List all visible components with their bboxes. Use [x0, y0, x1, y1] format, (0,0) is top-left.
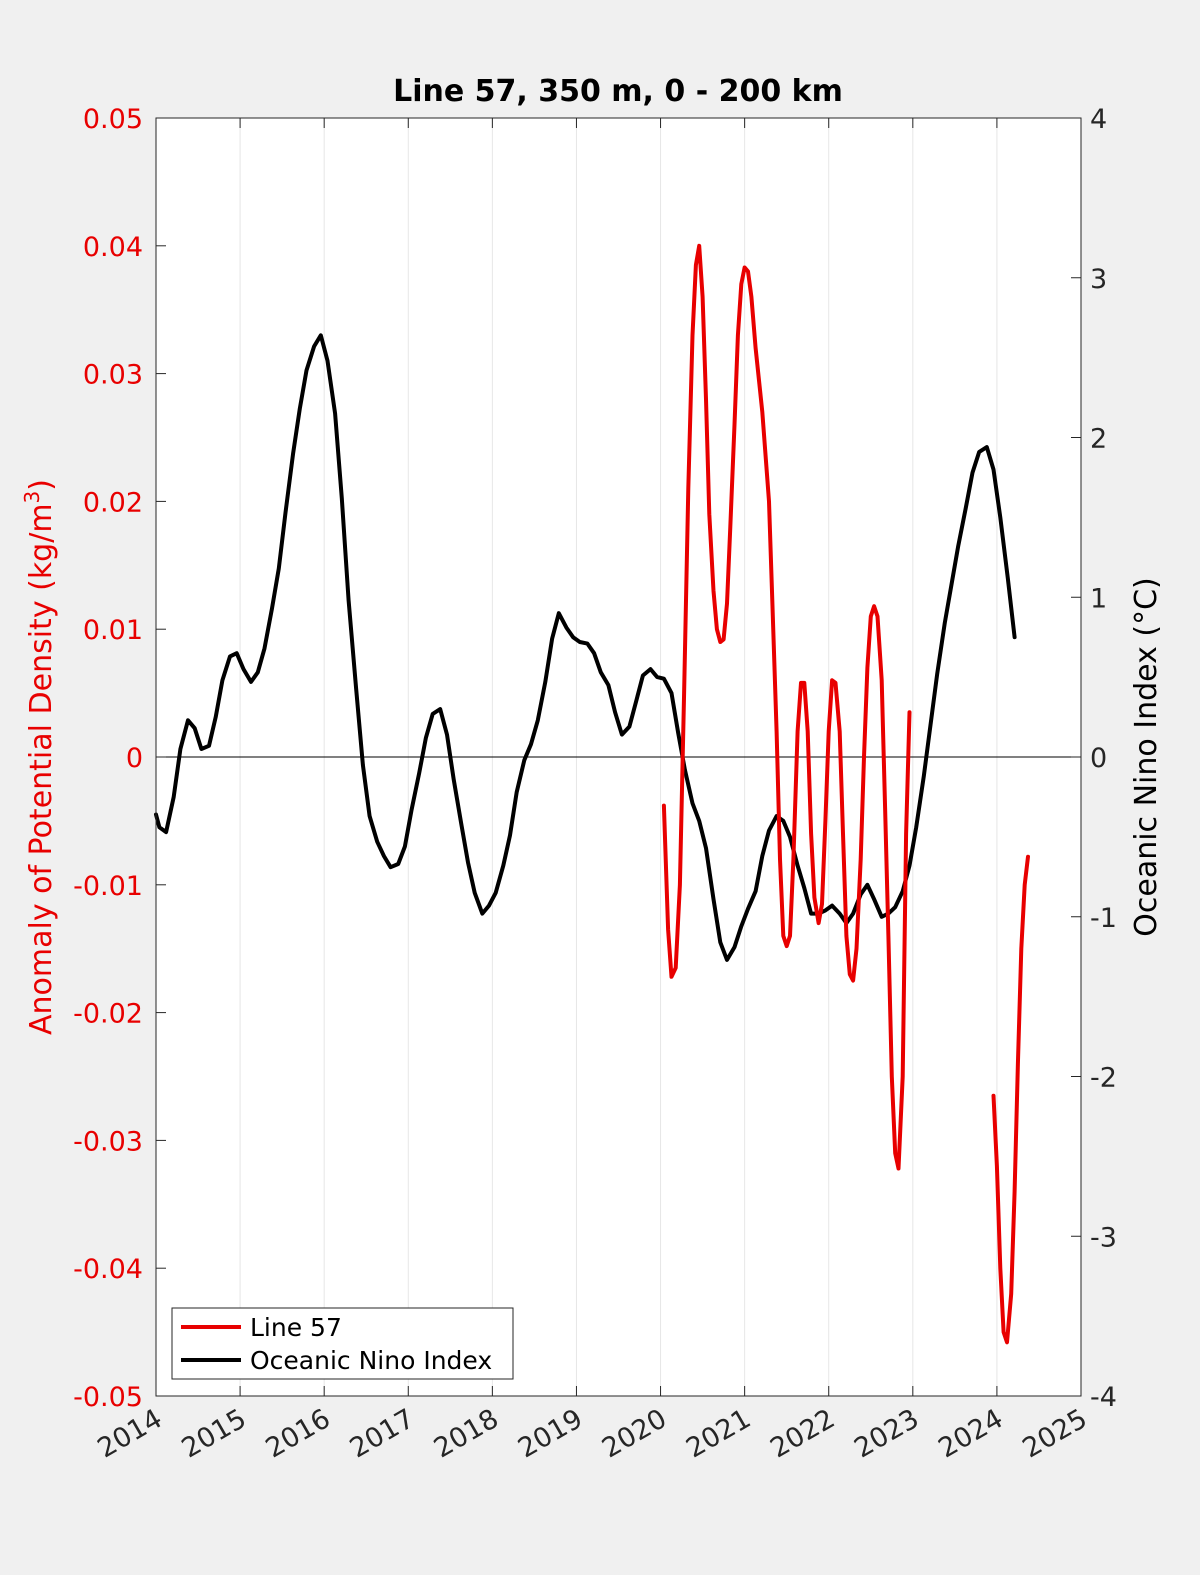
right-tick-label-1: 1	[1090, 583, 1107, 614]
right-tick-label-2: 2	[1090, 424, 1107, 455]
right-tick-label--3: -3	[1090, 1222, 1117, 1253]
left-tick-label--0.03: -0.03	[73, 1126, 143, 1157]
left-tick-label--0.02: -0.02	[73, 999, 143, 1030]
left-axis-label-main: Anomaly of Potential Density (kg/m	[24, 503, 59, 1035]
series-layer	[154, 243, 1030, 1345]
chart-title: Line 57, 350 m, 0 - 200 km	[393, 74, 843, 109]
left-tick-label-0.04: 0.04	[83, 232, 143, 263]
legend: Line 57 Oceanic Nino Index	[171, 1307, 514, 1380]
series-line-57-segment-0	[661, 243, 912, 1171]
left-tick-label--0.04: -0.04	[73, 1254, 143, 1285]
left-tick-label-0.02: 0.02	[83, 487, 143, 518]
series-oceanic-nino-index-segment-0	[154, 333, 1017, 962]
right-y-axis: -4 -3 -2 -1 0 1 2 3 4	[1071, 104, 1117, 1413]
legend-line57-label: Line 57	[250, 1313, 342, 1342]
left-tick-label-0.01: 0.01	[83, 615, 143, 646]
left-tick-label--0.01: -0.01	[73, 871, 143, 902]
left-tick-label-0.05: 0.05	[83, 104, 143, 135]
left-axis-label-sup: 3	[20, 491, 44, 504]
left-axis-label-end: )	[24, 479, 59, 491]
right-tick-label--2: -2	[1090, 1063, 1117, 1094]
right-tick-label-4: 4	[1090, 104, 1107, 135]
series-line-57-segment-1	[991, 854, 1030, 1345]
right-axis-label: Oceanic Nino Index (°C)	[1129, 577, 1164, 937]
legend-box	[171, 1307, 514, 1380]
right-tick-label--4: -4	[1090, 1382, 1117, 1413]
left-tick-label-0: 0	[126, 743, 143, 774]
right-tick-label-0: 0	[1090, 743, 1107, 774]
right-tick-label-3: 3	[1090, 264, 1107, 295]
right-tick-label--1: -1	[1090, 903, 1117, 934]
left-axis-label: Anomaly of Potential Density (kg/m3)	[20, 479, 59, 1035]
left-tick-label-0.03: 0.03	[83, 360, 143, 391]
left-y-axis: -0.05 -0.04 -0.03 -0.02 -0.01 0 0.01 0.02 0.03 0.…	[73, 104, 166, 1413]
legend-oni-label: Oceanic Nino Index	[250, 1346, 492, 1375]
left-tick-label--0.05: -0.05	[73, 1382, 143, 1413]
